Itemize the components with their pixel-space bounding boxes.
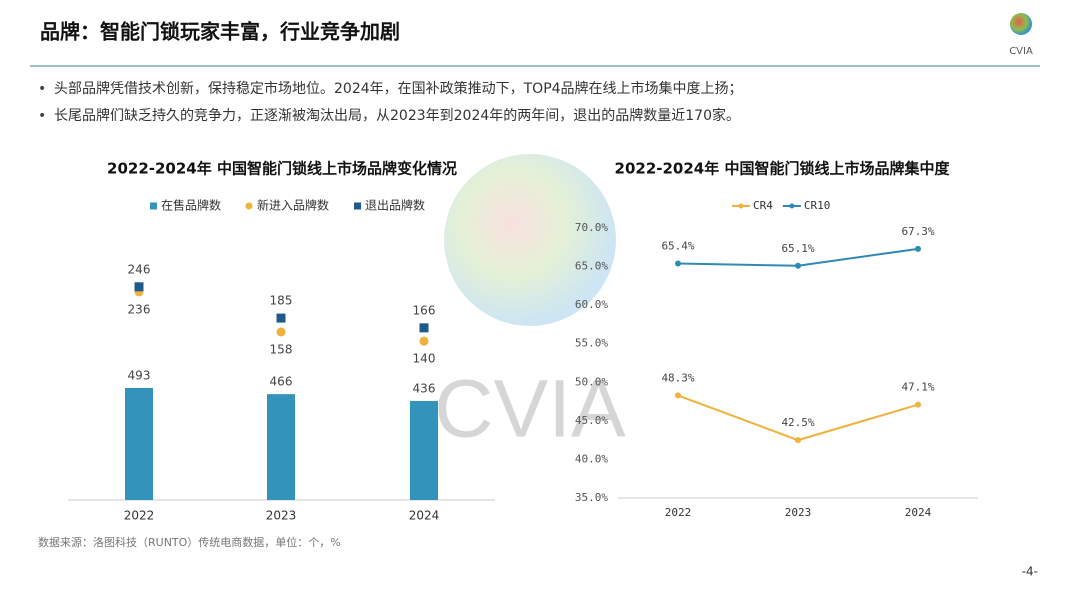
point [915, 401, 921, 408]
legend-marker [354, 202, 362, 210]
value-label: 65.1% [781, 242, 814, 255]
point [795, 262, 801, 269]
logo [1010, 13, 1032, 35]
y-tick-label: 65.0% [575, 260, 608, 273]
value-label: 236 [128, 302, 151, 316]
bullet: 头部品牌凭借技术创新，保持稳定市场地位。2024年，在国补政策推动下，TOP4品… [54, 80, 743, 97]
y-tick-label: 40.0% [575, 452, 608, 465]
bar [125, 388, 153, 500]
legend-label: CR4 [753, 199, 773, 212]
point [675, 392, 681, 399]
y-tick-label: 45.0% [575, 414, 608, 427]
legend-marker [245, 202, 253, 210]
legend-label: CR10 [804, 199, 831, 212]
value-label: 65.4% [661, 239, 694, 252]
x-tick-label: 2023 [785, 506, 812, 519]
x-tick-label: 2022 [124, 509, 155, 523]
value-label: 493 [128, 369, 151, 383]
x-tick-label: 2024 [409, 509, 440, 523]
chart-title: 2022-2024年 中国智能门锁线上市场品牌集中度 [615, 160, 951, 178]
x-tick-label: 2023 [266, 509, 297, 523]
marker [419, 336, 429, 346]
value-label: 140 [413, 352, 436, 366]
value-label: 166 [413, 303, 436, 317]
source: 数据来源：洛图科技（RUNTO）传统电商数据，单位：个，% [38, 535, 341, 549]
x-tick-label: 2024 [905, 506, 932, 519]
slide-title: 品牌：智能门锁玩家丰富，行业竞争加剧 [40, 20, 400, 44]
bullet-dot: • [38, 81, 46, 97]
legend-label: 退出品牌数 [365, 198, 425, 213]
watermark-text: CVIA [434, 364, 626, 455]
value-label: 67.3% [901, 225, 934, 238]
logo-text: CVIA [1009, 46, 1033, 57]
marker [134, 282, 144, 292]
point [915, 245, 921, 252]
bullet: 长尾品牌们缺乏持久的竞争力，正逐渐被淘汰出局，从2023年到2024年的两年间，… [54, 107, 740, 124]
bar [410, 400, 438, 500]
value-label: 158 [270, 342, 293, 356]
bullet-dot: • [38, 108, 46, 124]
legend-marker [150, 202, 157, 210]
point [675, 260, 681, 267]
value-label: 47.1% [901, 381, 934, 394]
marker [419, 323, 429, 333]
legend-label: 新进入品牌数 [257, 198, 329, 213]
legend-marker [789, 203, 795, 209]
value-label: 466 [270, 375, 293, 389]
value-label: 185 [270, 294, 293, 308]
x-tick-label: 2022 [665, 506, 692, 519]
point [795, 437, 801, 444]
bar [267, 394, 295, 500]
page-number: -4- [1022, 565, 1038, 579]
y-tick-label: 50.0% [575, 375, 608, 388]
marker [276, 313, 286, 323]
legend-marker [738, 203, 744, 209]
value-label: 42.5% [781, 416, 814, 429]
value-label: 436 [413, 381, 436, 395]
y-tick-label: 70.0% [575, 221, 608, 234]
y-tick-label: 55.0% [575, 337, 608, 350]
marker [276, 327, 286, 337]
value-label: 48.3% [661, 371, 694, 384]
y-tick-label: 35.0% [575, 491, 608, 504]
legend-label: 在售品牌数 [161, 198, 221, 213]
y-tick-label: 60.0% [575, 298, 608, 311]
value-label: 246 [128, 262, 151, 276]
watermark-logo [444, 154, 616, 326]
chart-title: 2022-2024年 中国智能门锁线上市场品牌变化情况 [107, 160, 457, 178]
